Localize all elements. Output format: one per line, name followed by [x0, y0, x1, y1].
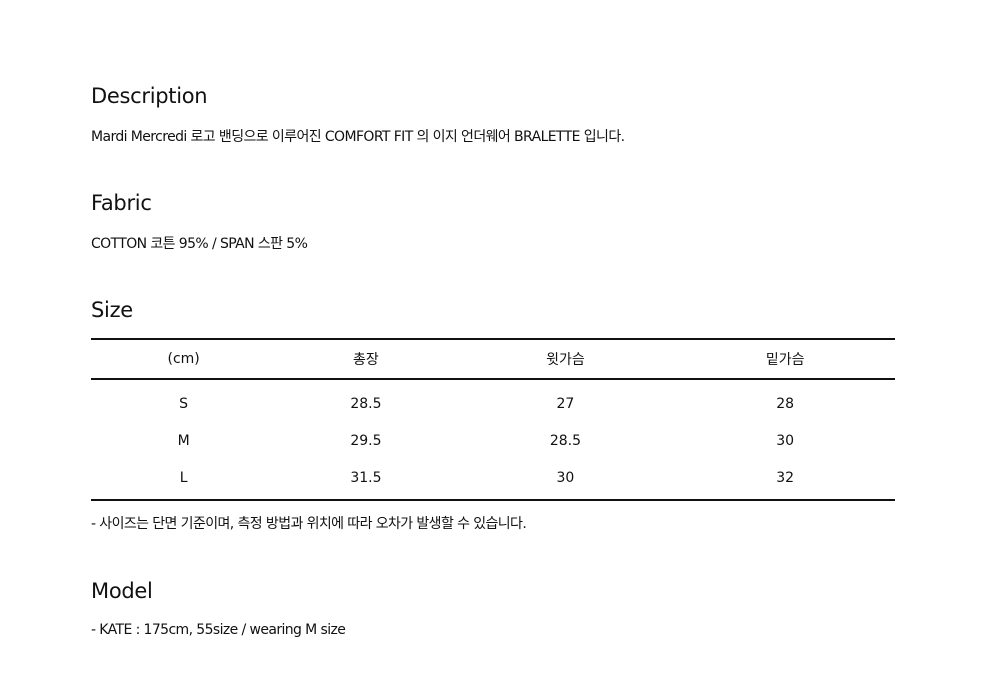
size-table: (cm) 총장 윗가슴 밑가슴 S 28.5 27 28 M 29.5 28.5… — [91, 338, 895, 501]
cell: M — [177, 432, 190, 449]
cell: 29.5 — [350, 432, 382, 449]
cell: 30 — [556, 469, 575, 486]
table-row: M 29.5 28.5 30 — [91, 422, 895, 459]
model-text: - KATE : 175cm, 55size / wearing M size — [91, 622, 346, 638]
header-under-chest: 밑가슴 — [765, 352, 805, 368]
header-length: 총장 — [353, 352, 379, 368]
cell: S — [179, 395, 189, 412]
table-header-row: (cm) 총장 윗가슴 밑가슴 — [91, 339, 895, 379]
cell: 30 — [776, 432, 795, 449]
fabric-heading: Fabric — [91, 191, 152, 215]
size-note: - 사이즈는 단면 기준이며, 측정 방법과 위치에 따라 오차가 발생할 수 … — [91, 516, 527, 532]
fabric-text: COTTON 코튼 95% / SPAN 스판 5% — [91, 236, 308, 252]
table-row: L 31.5 30 32 — [91, 459, 895, 500]
table-row: S 28.5 27 28 — [91, 379, 895, 422]
cell: 27 — [556, 395, 575, 412]
cell: 28 — [776, 395, 795, 412]
header-cm: (cm) — [167, 351, 200, 367]
size-heading: Size — [91, 298, 133, 322]
cell: 28.5 — [350, 395, 382, 412]
header-upper-chest: 윗가슴 — [546, 352, 585, 368]
description-heading: Description — [91, 84, 208, 108]
cell: L — [179, 469, 188, 486]
cell: 28.5 — [549, 432, 581, 449]
cell: 32 — [776, 469, 795, 486]
description-text: Mardi Mercredi 로고 밴딩으로 이루어진 COMFORT FIT … — [91, 129, 625, 145]
cell: 31.5 — [350, 469, 382, 486]
model-heading: Model — [91, 579, 153, 603]
